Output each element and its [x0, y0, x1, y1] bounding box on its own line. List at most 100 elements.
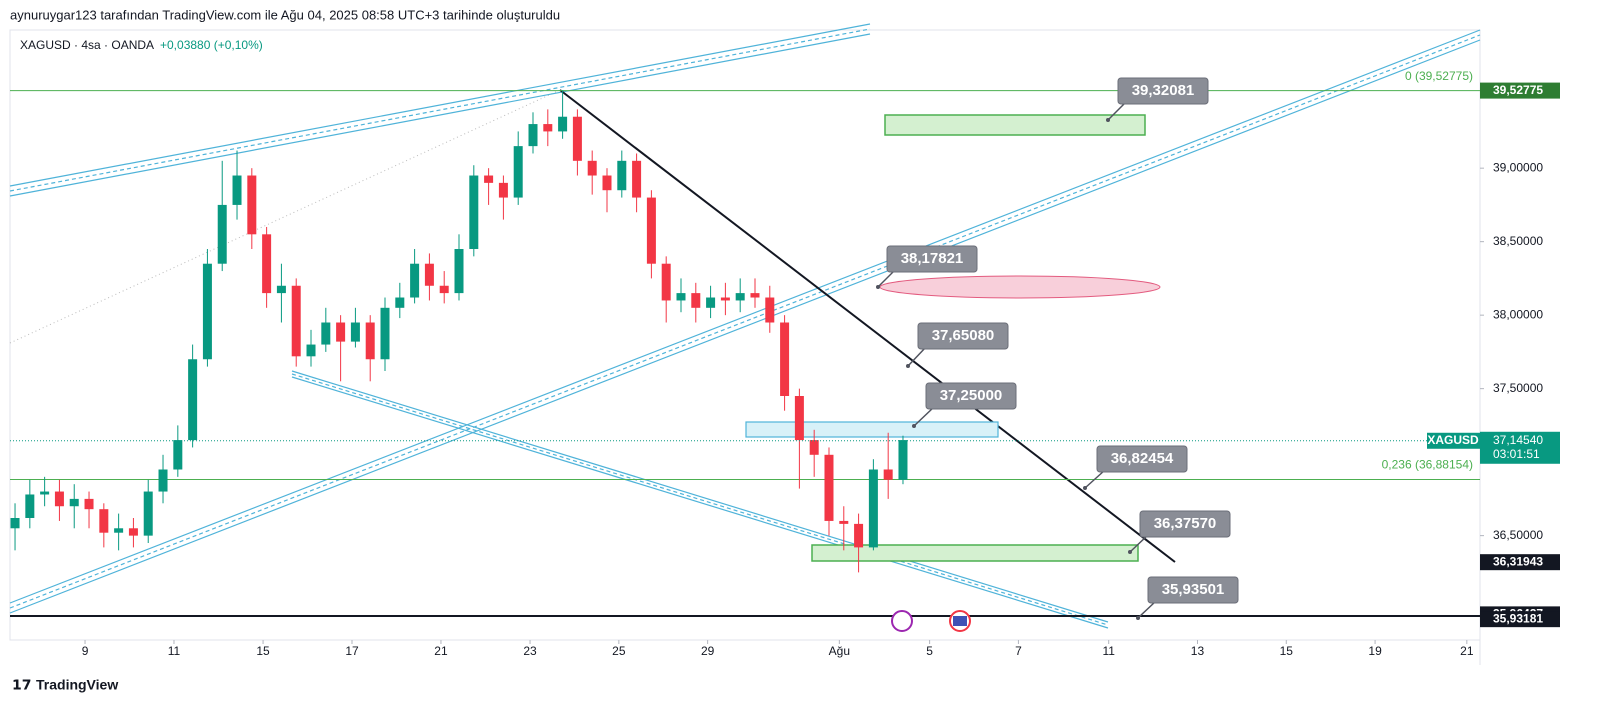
- callout: [886, 245, 978, 273]
- callout-point: [1106, 118, 1110, 122]
- zone: [745, 421, 999, 438]
- callout-leader: [1084, 469, 1106, 489]
- candle-body: [646, 197, 656, 264]
- candle-body: [262, 234, 272, 294]
- x-tick-label: 11: [1102, 644, 1115, 658]
- candle-body: [706, 297, 716, 308]
- fib-label: 0,236 (36,88154): [1382, 458, 1473, 472]
- candle-body: [735, 293, 745, 301]
- candle-body: [365, 322, 375, 360]
- candle-body: [676, 293, 686, 301]
- candle-body: [794, 396, 804, 441]
- x-tick-label: 21: [1460, 644, 1474, 658]
- candle-body: [143, 491, 153, 536]
- x-tick-label: 23: [523, 644, 537, 658]
- candle-body: [128, 528, 138, 536]
- price-tag: [1480, 554, 1560, 571]
- candle-body: [321, 322, 331, 345]
- candle-body: [291, 285, 301, 357]
- callout-label: 36,82454: [1111, 450, 1174, 467]
- marks: [10, 90, 1480, 573]
- candle-body: [558, 116, 568, 132]
- x-tick-label: 19: [1368, 644, 1382, 658]
- candle-body: [839, 520, 849, 524]
- candle-body: [99, 509, 109, 533]
- x-tick-label: 5: [926, 644, 933, 658]
- symbol: XAGUSD · 4sa · OANDA: [20, 38, 154, 52]
- x-tick-label: 15: [1280, 644, 1294, 658]
- candle-body: [247, 175, 257, 235]
- y-tick-label: 36,50000: [1493, 528, 1543, 542]
- candle-body: [217, 204, 227, 264]
- callout-point: [912, 424, 916, 428]
- candle-body: [10, 518, 20, 529]
- candle-body: [602, 175, 612, 191]
- x-tick-label: 11: [168, 644, 181, 658]
- candle-body: [543, 124, 553, 132]
- callout: [1117, 77, 1209, 105]
- price-tag-label: 37,14540: [1493, 433, 1543, 447]
- callout-point: [876, 285, 880, 289]
- callout-label: 39,32081: [1132, 82, 1195, 99]
- dotted-line: [9, 89, 561, 344]
- caption: aynuruygar123 tarafından TradingView.com…: [10, 7, 560, 22]
- candle-body: [25, 494, 35, 518]
- price-tag-label: 35,93181: [1493, 611, 1543, 625]
- candle-body: [632, 160, 642, 198]
- callout-point: [1083, 486, 1087, 490]
- candle-body: [232, 175, 242, 205]
- candle-body: [498, 182, 508, 198]
- x-tick-label: 7: [1015, 644, 1022, 658]
- x-tick-label: 17: [345, 644, 359, 658]
- change: +0,03880 (+0,10%): [160, 38, 263, 52]
- callout-label: 36,37570: [1154, 515, 1217, 532]
- callout-leader: [1137, 600, 1157, 619]
- candle-body: [380, 307, 390, 360]
- countdown: 03:01:51: [1493, 447, 1540, 461]
- callout: [925, 382, 1017, 410]
- callout-point: [1128, 550, 1132, 554]
- callout: [1096, 445, 1188, 473]
- candle-body: [173, 440, 183, 470]
- candle-body: [780, 322, 790, 396]
- callout-label: 38,17821: [901, 250, 964, 267]
- callout: [1139, 510, 1231, 538]
- callout-point: [1136, 616, 1140, 620]
- candle-body: [528, 124, 538, 147]
- candle-body: [158, 469, 168, 492]
- candle-body: [276, 285, 286, 294]
- candle-body: [40, 491, 50, 495]
- x-tick-label: Ağu: [829, 644, 850, 658]
- candle-body: [720, 297, 730, 301]
- x-tick-label: 13: [1191, 644, 1205, 658]
- candle-body: [765, 297, 775, 323]
- callout: [1147, 576, 1239, 604]
- candle-body: [883, 469, 893, 480]
- candle-body: [410, 263, 420, 298]
- trend-line: [559, 89, 1176, 563]
- callout-leader: [877, 269, 896, 288]
- callout-label: 37,65080: [932, 327, 995, 344]
- candle-body: [868, 469, 878, 548]
- icons: [891, 610, 971, 632]
- candle-body: [395, 297, 405, 308]
- price-tag: [1480, 82, 1560, 99]
- candle-body: [572, 116, 582, 161]
- candle-body: [854, 523, 864, 548]
- callout-point: [906, 364, 910, 368]
- candle-body: [469, 175, 479, 250]
- fib-label: 0 (39,52775): [1405, 69, 1473, 83]
- y-tick-label: 37,50000: [1493, 381, 1543, 395]
- y-tick-label: 38,00000: [1493, 307, 1543, 321]
- x-tick-label: 29: [701, 644, 715, 658]
- candle-body: [454, 249, 464, 294]
- rising-channel: [9, 29, 1481, 614]
- y-tick-label: 38,50000: [1493, 234, 1543, 248]
- x-tick-label: 15: [256, 644, 270, 658]
- candle-body: [350, 322, 360, 342]
- candle-body: [750, 293, 760, 298]
- candle-body: [587, 160, 597, 176]
- callout-leader: [1129, 534, 1149, 553]
- callout-leader: [1107, 101, 1127, 121]
